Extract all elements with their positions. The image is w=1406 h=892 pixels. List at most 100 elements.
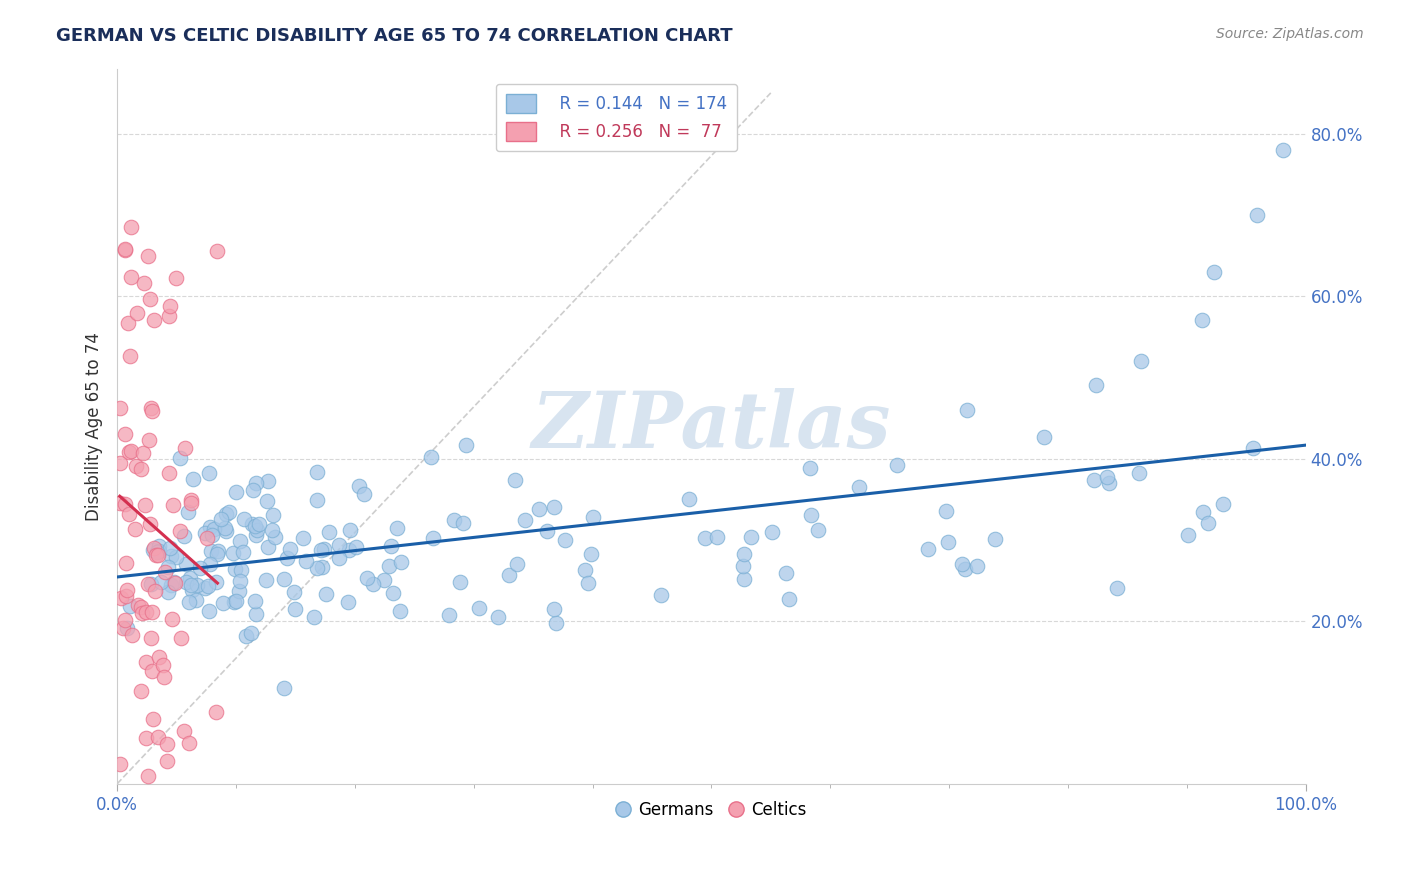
Point	[328, 551, 350, 566]
Point	[917, 541, 939, 556]
Point	[129, 461, 152, 475]
Point	[197, 579, 219, 593]
Point	[181, 582, 204, 597]
Point	[136, 576, 159, 591]
Point	[179, 736, 201, 750]
Point	[314, 541, 336, 556]
Point	[309, 542, 332, 557]
Point	[121, 444, 143, 458]
Point	[145, 584, 167, 599]
Point	[336, 595, 359, 609]
Point	[112, 621, 135, 635]
Point	[205, 705, 228, 719]
Point	[108, 401, 131, 416]
Point	[162, 612, 184, 626]
Point	[205, 547, 228, 561]
Point	[353, 487, 375, 501]
Point	[145, 548, 167, 562]
Point	[245, 476, 267, 491]
Point	[180, 496, 202, 510]
Point	[184, 593, 207, 607]
Point	[163, 574, 186, 589]
Point	[229, 533, 252, 548]
Point	[114, 497, 136, 511]
Point	[966, 559, 988, 574]
Point	[142, 543, 165, 558]
Point	[347, 479, 370, 493]
Point	[315, 587, 337, 601]
Point	[378, 559, 401, 574]
Point	[129, 600, 152, 615]
Point	[139, 631, 162, 645]
Point	[283, 585, 305, 599]
Point	[114, 614, 136, 628]
Point	[328, 538, 350, 552]
Point	[152, 658, 174, 673]
Point	[292, 531, 315, 545]
Point	[506, 557, 529, 571]
Point	[169, 451, 191, 466]
Point	[554, 533, 576, 547]
Point	[117, 317, 139, 331]
Point	[278, 542, 301, 557]
Point	[200, 543, 222, 558]
Point	[141, 404, 163, 418]
Point	[141, 664, 163, 678]
Point	[179, 571, 201, 585]
Point	[142, 541, 165, 556]
Point	[114, 427, 136, 442]
Point	[121, 628, 143, 642]
Point	[156, 585, 179, 599]
Point	[170, 631, 193, 645]
Point	[174, 557, 197, 571]
Point	[311, 559, 333, 574]
Point	[218, 505, 240, 519]
Point	[740, 530, 762, 544]
Point	[387, 521, 409, 535]
Point	[131, 446, 153, 460]
Point	[382, 586, 405, 600]
Point	[1202, 265, 1225, 279]
Point	[305, 466, 328, 480]
Point	[114, 243, 136, 257]
Point	[247, 516, 270, 531]
Point	[576, 576, 599, 591]
Point	[1191, 505, 1213, 519]
Point	[389, 554, 412, 568]
Point	[120, 599, 142, 613]
Point	[235, 629, 257, 643]
Point	[936, 535, 959, 549]
Point	[129, 684, 152, 698]
Point	[276, 551, 298, 566]
Point	[183, 472, 205, 486]
Point	[114, 556, 136, 570]
Point	[256, 493, 278, 508]
Point	[114, 242, 136, 256]
Point	[146, 731, 169, 745]
Point	[135, 605, 157, 619]
Point	[955, 402, 977, 417]
Point	[775, 566, 797, 580]
Point	[546, 616, 568, 631]
Point	[848, 480, 870, 494]
Point	[242, 483, 264, 497]
Point	[1128, 467, 1150, 481]
Point	[307, 493, 329, 508]
Point	[361, 577, 384, 591]
Point	[579, 547, 602, 561]
Point	[295, 554, 318, 568]
Point	[582, 510, 605, 524]
Legend: Germans, Celtics: Germans, Celtics	[609, 794, 814, 825]
Point	[231, 563, 253, 577]
Point	[139, 292, 162, 306]
Text: ZIPatlas: ZIPatlas	[531, 388, 891, 465]
Y-axis label: Disability Age 65 to 74: Disability Age 65 to 74	[86, 332, 103, 521]
Point	[134, 498, 156, 512]
Point	[800, 508, 823, 523]
Point	[1098, 476, 1121, 491]
Point	[543, 602, 565, 616]
Point	[139, 577, 162, 591]
Point	[1129, 354, 1152, 368]
Point	[422, 532, 444, 546]
Point	[149, 575, 172, 590]
